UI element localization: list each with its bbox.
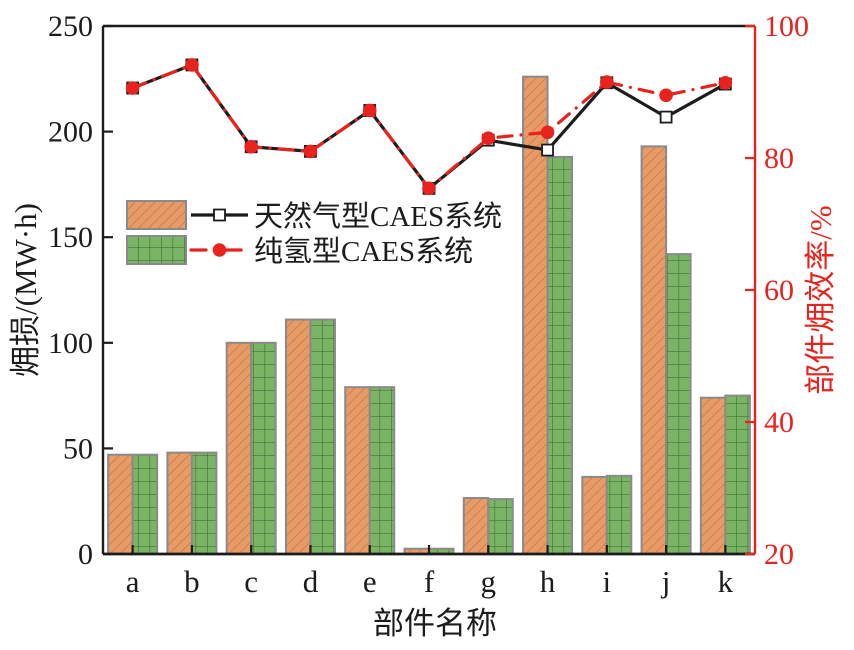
left-tick-label: 200 <box>48 116 93 149</box>
left-tick-label: 100 <box>48 327 93 360</box>
bar-d <box>309 318 336 555</box>
bar-c <box>225 341 253 555</box>
x-tick-label-a: a <box>126 564 140 599</box>
x-tick-label-d: d <box>303 564 319 599</box>
filled-circle-marker <box>185 58 199 72</box>
right-tick-label: 20 <box>764 538 794 571</box>
right-axis-ticks: 20 40 60 80 100 <box>745 10 809 571</box>
bar-e <box>368 386 396 556</box>
bar-b <box>166 451 193 555</box>
open-square-marker <box>659 110 673 124</box>
x-axis-title: 部件名称 <box>373 606 497 641</box>
filled-circle-marker <box>362 103 377 118</box>
legend-swatch-natural-gas <box>126 200 187 230</box>
bar-k <box>724 394 751 555</box>
x-tick-label-e: e <box>363 564 377 599</box>
left-axis-title: 㶲损/(MW·h) <box>8 203 43 377</box>
bar-k <box>699 396 727 555</box>
left-tick-label: 150 <box>48 221 93 254</box>
x-tick-label-b: b <box>184 564 200 599</box>
bar-j <box>640 145 668 555</box>
bar-a <box>131 453 159 555</box>
left-axis-ticks: 0 50 100 150 200 250 <box>48 10 113 571</box>
filled-circle-marker <box>125 81 140 95</box>
right-tick-label: 60 <box>764 274 794 307</box>
open-square-marker <box>541 143 554 157</box>
x-tick-label-k: k <box>718 564 734 599</box>
filled-circle-marker <box>303 144 318 159</box>
x-tick-label-g: g <box>481 564 497 599</box>
legend-label-natural-gas: 天然气型CAES系统 <box>254 200 502 233</box>
efficiency-line-hydrogen <box>125 58 733 196</box>
legend-swatch-hydrogen <box>126 235 187 265</box>
bar-i <box>581 475 608 555</box>
x-axis-ticks: a b c d e f g h i j k <box>126 545 734 599</box>
right-tick-label: 100 <box>764 10 809 43</box>
bar-d <box>284 318 312 555</box>
filled-circle-marker <box>422 181 436 196</box>
right-tick-label: 80 <box>764 142 794 175</box>
filled-circle-marker <box>540 125 555 140</box>
x-tick-label-f: f <box>424 564 435 599</box>
left-tick-label: 50 <box>63 432 93 465</box>
bar-c <box>250 341 277 555</box>
filled-circle-marker <box>718 75 733 90</box>
x-tick-label-j: j <box>661 564 671 599</box>
legend-filled-circle-marker <box>212 243 227 257</box>
filled-circle-marker <box>600 75 614 89</box>
legend-label-hydrogen: 纯氢型CAES系统 <box>254 235 473 268</box>
right-tick-label: 40 <box>764 406 794 439</box>
bar-g <box>487 498 514 556</box>
bar-a <box>107 453 134 555</box>
filled-circle-marker <box>659 88 673 103</box>
bar-h <box>546 155 574 555</box>
bars-hydrogen-caes <box>131 155 751 556</box>
filled-circle-marker <box>481 131 496 145</box>
x-tick-label-c: c <box>244 564 258 599</box>
left-tick-label: 250 <box>48 10 93 43</box>
bar-i <box>605 474 633 555</box>
bar-b <box>190 451 218 555</box>
left-tick-label: 0 <box>78 538 93 571</box>
x-tick-label-h: h <box>540 564 556 599</box>
legend-open-square-marker <box>213 208 226 222</box>
bars-natural-gas-caes <box>107 75 727 556</box>
bar-g <box>462 497 490 556</box>
bar-e <box>344 386 371 556</box>
x-tick-label-i: i <box>603 564 612 599</box>
right-axis-title: 部件㶲效率/% <box>803 205 838 394</box>
bar-j <box>665 253 692 555</box>
filled-circle-marker <box>244 139 258 154</box>
